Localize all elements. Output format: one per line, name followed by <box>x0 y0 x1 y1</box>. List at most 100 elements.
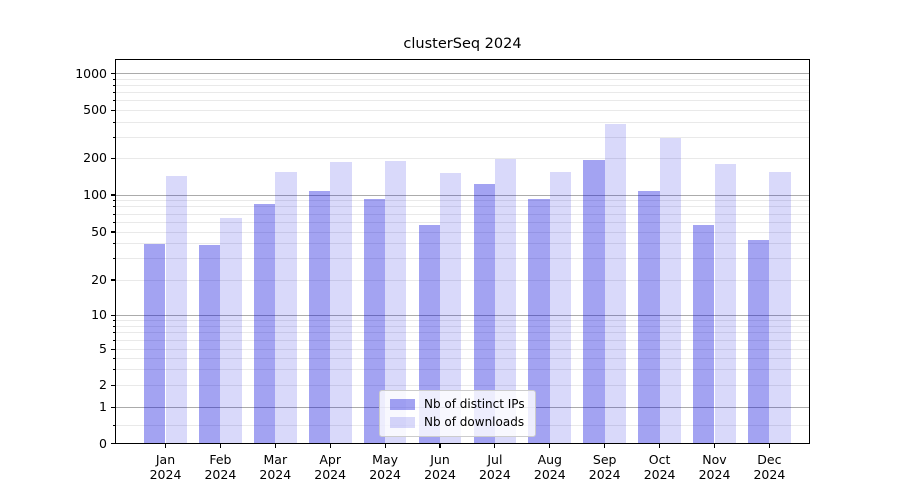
x-tick-label-dec: Dec 2024 <box>739 452 799 482</box>
x-tick-month: Dec <box>757 452 782 467</box>
gridline-minor <box>116 348 809 350</box>
y-tick-label: 50 <box>91 224 107 239</box>
bar-downloads-oct <box>659 138 681 443</box>
bar-downloads-nov <box>714 163 736 443</box>
x-tick-label-nov: Nov 2024 <box>685 452 745 482</box>
y-tick-label: 200 <box>83 150 107 166</box>
legend-item-downloads: Nb of downloads <box>390 415 525 429</box>
y-tick-label: 0 <box>99 435 107 451</box>
bar-distinct-ips-jun <box>418 225 440 443</box>
x-tick-month: Feb <box>209 452 232 467</box>
x-tick-label-oct: Oct 2024 <box>630 452 690 482</box>
bar-downloads-jul <box>494 159 517 443</box>
x-tick-label-mar: Mar 2024 <box>245 452 305 482</box>
x-tick-label-aug: Aug 2024 <box>520 452 580 482</box>
bar-downloads-jan <box>165 176 187 443</box>
legend-swatch-distinct-ips-icon <box>390 398 415 410</box>
bar-distinct-ips-jan <box>144 243 166 443</box>
gridline-minor <box>116 121 809 123</box>
y-tick-label: 1 <box>99 399 107 415</box>
y-tick-mark <box>110 314 115 316</box>
x-tick-mark <box>439 444 441 449</box>
y-tick-mark <box>110 442 115 445</box>
x-tick-mark <box>494 444 496 449</box>
gridline-minor <box>116 84 809 86</box>
y-minor-tick-mark <box>112 221 115 223</box>
x-tick-year: 2024 <box>588 467 621 482</box>
bar-distinct-ips-aug <box>528 199 550 443</box>
y-tick-mark <box>110 157 115 159</box>
bar-downloads-aug <box>549 171 572 443</box>
gridline-minor <box>116 325 809 327</box>
legend-label-downloads: Nb of downloads <box>424 415 525 429</box>
y-tick-mark <box>110 231 115 233</box>
y-minor-tick-mark <box>112 339 115 341</box>
y-minor-tick-mark <box>112 136 115 138</box>
bar-distinct-ips-sep <box>583 159 605 443</box>
x-tick-year: 2024 <box>478 467 511 482</box>
x-tick-label-jun: Jun 2024 <box>410 452 470 482</box>
x-tick-month: Oct <box>648 452 671 467</box>
x-tick-mark <box>659 444 661 449</box>
x-tick-year: 2024 <box>149 467 182 482</box>
x-tick-label-jan: Jan 2024 <box>136 452 196 482</box>
y-minor-tick-mark <box>112 100 115 102</box>
y-tick-label: 5 <box>99 341 107 357</box>
gridline-minor <box>116 78 809 80</box>
x-tick-mark <box>384 444 386 449</box>
y-minor-tick-mark <box>112 424 115 426</box>
y-tick-mark <box>110 72 115 75</box>
x-tick-year: 2024 <box>753 467 786 482</box>
x-tick-month: Jul <box>487 452 503 467</box>
bar-downloads-sep <box>604 124 627 443</box>
y-tick-label: 100 <box>83 187 107 202</box>
y-minor-tick-mark <box>112 121 115 123</box>
y-tick-mark <box>110 406 115 408</box>
gridline-minor <box>116 231 809 233</box>
y-minor-tick-mark <box>112 368 115 370</box>
y-minor-tick-mark <box>112 357 115 359</box>
x-tick-mark <box>604 444 606 449</box>
gridline-minor <box>116 368 809 370</box>
bar-downloads-mar <box>275 171 297 443</box>
bar-distinct-ips-oct <box>638 190 660 443</box>
x-tick-mark <box>274 444 276 449</box>
bar-distinct-ips-feb <box>199 245 221 443</box>
x-tick-label-apr: Apr 2024 <box>300 452 360 482</box>
y-tick-mark <box>110 279 115 281</box>
gridline-minor <box>116 100 809 102</box>
bar-downloads-may <box>385 161 407 443</box>
x-tick-year: 2024 <box>643 467 676 482</box>
x-tick-label-feb: Feb 2024 <box>190 452 250 482</box>
x-tick-year: 2024 <box>259 467 292 482</box>
bar-distinct-ips-may <box>363 198 386 443</box>
y-tick-mark <box>110 109 115 111</box>
bar-downloads-feb <box>220 217 242 443</box>
gridline-minor <box>116 332 809 334</box>
gridline-minor <box>116 157 809 159</box>
gridline-minor <box>116 221 809 223</box>
gridline-minor <box>116 136 809 138</box>
gridline-major <box>116 73 809 74</box>
legend-swatch-downloads-icon <box>390 416 415 428</box>
y-minor-tick-mark <box>112 200 115 202</box>
x-tick-label-sep: Sep 2024 <box>575 452 635 482</box>
y-minor-tick-mark <box>112 258 115 260</box>
x-tick-year: 2024 <box>314 467 347 482</box>
y-tick-label: 20 <box>91 272 107 287</box>
bar-downloads-jun <box>440 172 462 443</box>
legend-item-distinct-ips: Nb of distinct IPs <box>390 397 525 411</box>
y-minor-tick-mark <box>112 78 115 80</box>
gridline-minor <box>116 206 809 208</box>
chart-title: clusterSeq 2024 <box>403 36 522 52</box>
gridline-minor <box>116 279 809 281</box>
x-tick-month: Nov <box>702 452 727 467</box>
bar-distinct-ips-mar <box>253 204 276 443</box>
y-tick-label: 500 <box>83 102 107 118</box>
x-tick-mark <box>164 444 167 449</box>
gridline-minor <box>116 200 809 202</box>
gridline-minor <box>116 357 809 359</box>
x-tick-year: 2024 <box>424 467 456 482</box>
y-tick-label: 1000 <box>75 65 107 81</box>
y-minor-tick-mark <box>112 243 115 245</box>
